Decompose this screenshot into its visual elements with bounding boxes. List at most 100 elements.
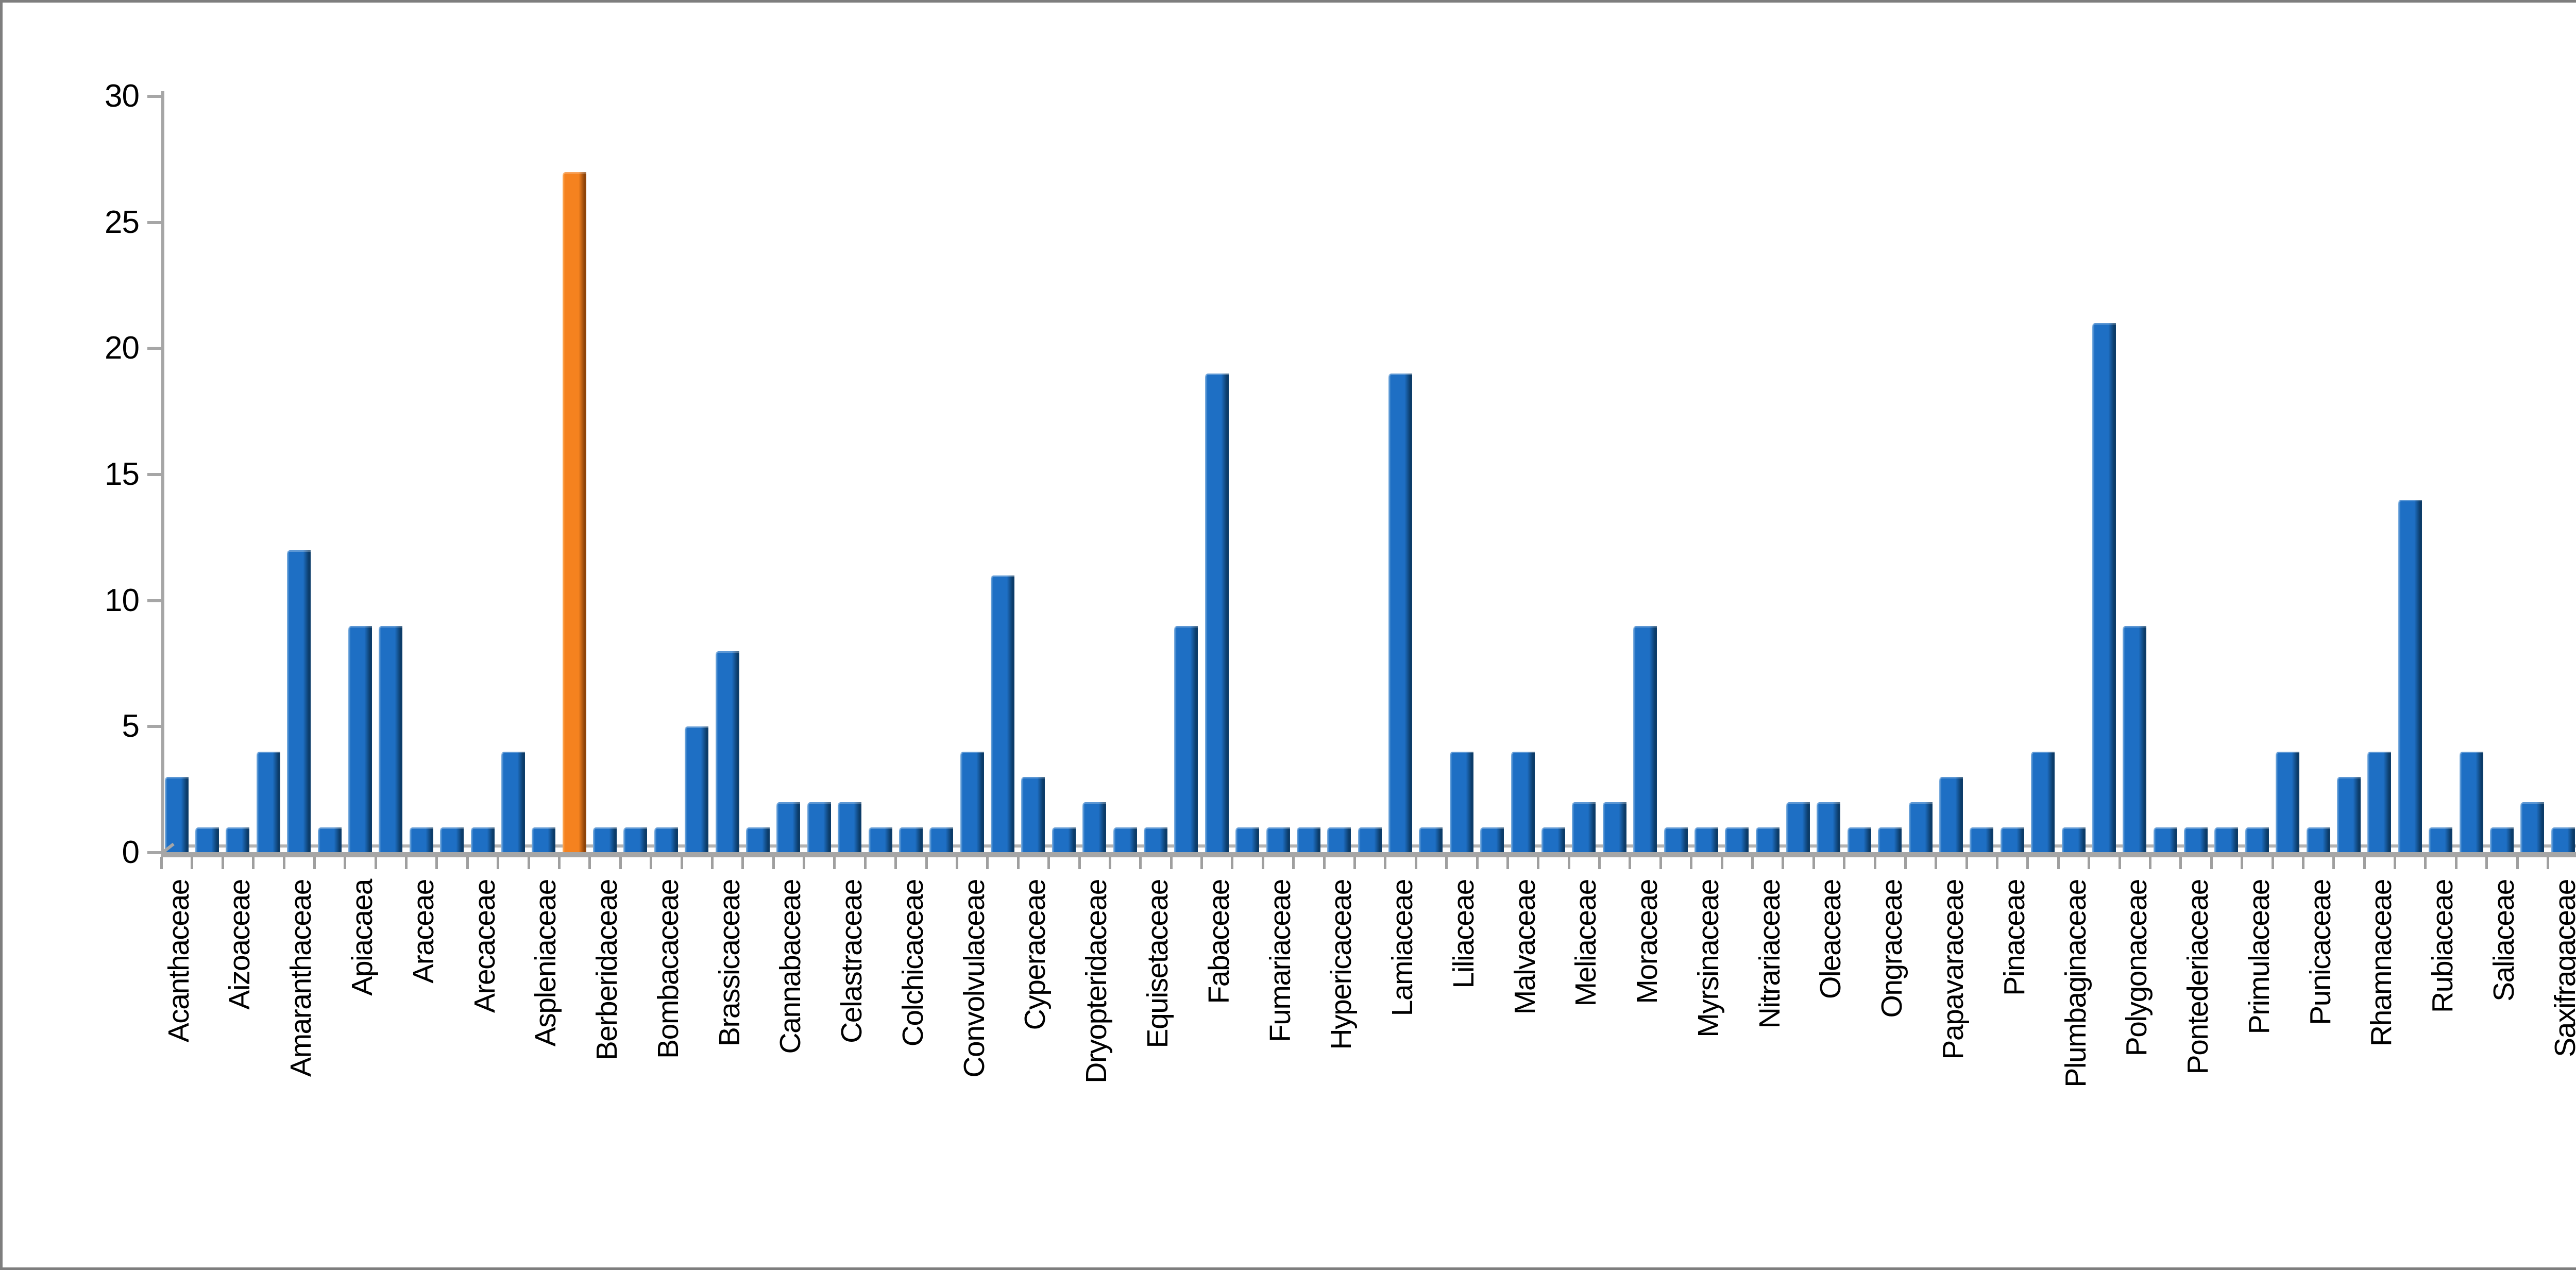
x-axis-category-label: Liliaceae xyxy=(1447,879,1480,989)
bar-saxifragaceae xyxy=(2551,827,2575,856)
x-axis-category-label: Meliaceae xyxy=(1569,879,1603,1007)
x-axis-tick xyxy=(1353,857,1356,869)
x-axis-tick xyxy=(925,857,928,869)
x-axis-tick xyxy=(1812,857,1815,869)
bar-unlabeled-11 xyxy=(501,752,525,856)
bar-unlabeled-3 xyxy=(256,752,280,856)
x-axis-tick xyxy=(1292,857,1295,869)
x-axis-tick xyxy=(466,857,469,869)
x-axis-tick xyxy=(1843,857,1846,869)
y-axis-tick-label: 5 xyxy=(122,708,140,744)
bar-fumariaceae xyxy=(1266,827,1290,856)
y-axis-tick-label: 15 xyxy=(105,456,140,493)
bar-malvaceae xyxy=(1511,752,1535,856)
bar-equisetaceae xyxy=(1144,827,1167,856)
x-axis-tick xyxy=(1537,857,1540,869)
x-axis-tick xyxy=(497,857,500,869)
bar-unlabeled-37 xyxy=(1296,827,1320,856)
x-axis-category-label: Lamiaceae xyxy=(1386,879,1419,1017)
bar-celastraceae xyxy=(838,802,862,856)
y-axis-tick-label: 30 xyxy=(105,78,140,114)
bar-papavaraceae xyxy=(1939,777,1963,856)
bar-unlabeled-45 xyxy=(1541,827,1565,856)
x-axis-category-label: Fumariaceae xyxy=(1263,879,1297,1043)
x-axis-category-label: Berberidaceae xyxy=(590,879,624,1061)
x-axis-category-label: Papavaraceae xyxy=(1937,879,1970,1060)
x-axis-tick xyxy=(313,857,316,869)
x-axis-category-label: Colchicaceae xyxy=(896,879,929,1047)
x-axis-tick xyxy=(1078,857,1081,869)
x-axis-tick xyxy=(1384,857,1387,869)
x-axis-tick xyxy=(1170,857,1173,869)
x-axis-tick xyxy=(650,857,653,869)
x-axis-category-label: Oleaceae xyxy=(1814,879,1848,1000)
x-axis-tick xyxy=(2516,857,2519,869)
bar-unlabeled-77 xyxy=(2520,802,2545,856)
x-axis-tick xyxy=(710,857,714,869)
x-axis-tick xyxy=(2363,857,2366,869)
x-axis-tick xyxy=(1873,857,1876,869)
x-axis-category-label: Saxifragaceae xyxy=(2548,879,2576,1057)
bar-acanthaceae xyxy=(164,777,189,856)
x-axis-tick xyxy=(863,857,867,869)
x-axis-category-label: Plumbaginaceae xyxy=(2059,879,2092,1088)
bar-saliaceae xyxy=(2489,827,2514,856)
bar-unlabeled-13 xyxy=(562,172,586,856)
bar-unlabeled-27 xyxy=(991,575,1015,856)
x-axis-tick xyxy=(1629,857,1632,869)
x-axis-category-label: Araceae xyxy=(406,879,440,984)
x-axis-category-label: Pinaceae xyxy=(1997,879,2031,996)
bar-unlabeled-69 xyxy=(2276,752,2300,856)
bar-primulaceae xyxy=(2245,827,2269,856)
x-axis-tick xyxy=(221,857,224,869)
x-axis-tick xyxy=(2454,857,2458,869)
y-axis-tick xyxy=(147,725,161,729)
x-axis-tick xyxy=(160,857,163,869)
x-axis-tick xyxy=(2057,857,2060,869)
x-axis-category-label: Brassicaceae xyxy=(713,879,746,1047)
x-axis-category-label: Myrsinaceae xyxy=(1691,879,1725,1038)
bar-liliaceae xyxy=(1449,752,1473,856)
x-axis-tick xyxy=(2118,857,2121,869)
x-axis-tick xyxy=(1659,857,1662,869)
bar-unlabeled-5 xyxy=(317,827,342,856)
x-axis-tick xyxy=(2026,857,2029,869)
x-axis-category-label: Rhamnaceae xyxy=(2365,879,2398,1047)
bar-unlabeled-17 xyxy=(685,726,709,856)
bar-unlabeled-1 xyxy=(195,827,219,856)
bar-unlabeled-73 xyxy=(2398,499,2422,856)
bar-unlabeled-55 xyxy=(1847,827,1871,856)
x-axis-tick xyxy=(1598,857,1601,869)
x-axis-tick xyxy=(191,857,194,869)
x-axis-category-label: Rubiaceae xyxy=(2426,879,2460,1013)
x-axis-tick xyxy=(252,857,255,869)
x-axis-tick xyxy=(1323,857,1326,869)
bar-apiacaea xyxy=(348,625,372,856)
bar-unlabeled-21 xyxy=(807,802,831,856)
bar-pontederiaceae xyxy=(2184,827,2208,856)
bar-unlabeled-71 xyxy=(2337,777,2361,856)
bar-bombacaceae xyxy=(654,827,678,856)
x-axis-tick xyxy=(2271,857,2274,869)
x-axis-tick xyxy=(986,857,989,869)
x-axis-tick xyxy=(1261,857,1264,869)
bar-araceae xyxy=(409,827,433,856)
bar-dryopteridaceae xyxy=(1082,802,1107,856)
x-axis-tick xyxy=(1690,857,1693,869)
bar-unlabeled-25 xyxy=(929,827,954,856)
bar-convolvulaceae xyxy=(960,752,984,856)
x-axis-tick xyxy=(2485,857,2488,869)
x-axis-tick xyxy=(2424,857,2427,869)
x-axis-category-label: Nitrariaceae xyxy=(1753,879,1786,1029)
bar-nitrariaceae xyxy=(1755,827,1780,856)
x-axis-category-label: Hypericaceae xyxy=(1325,879,1358,1050)
x-axis-tick xyxy=(1108,857,1111,869)
x-axis-category-label: Acanthaceae xyxy=(162,879,195,1043)
y-axis-line xyxy=(161,91,164,857)
x-axis-tick xyxy=(527,857,530,869)
x-axis-tick xyxy=(1414,857,1417,869)
bar-rhamnaceae xyxy=(2367,752,2392,856)
bar-lamiaceae xyxy=(1388,374,1413,856)
bar-unlabeled-59 xyxy=(1970,827,1994,856)
